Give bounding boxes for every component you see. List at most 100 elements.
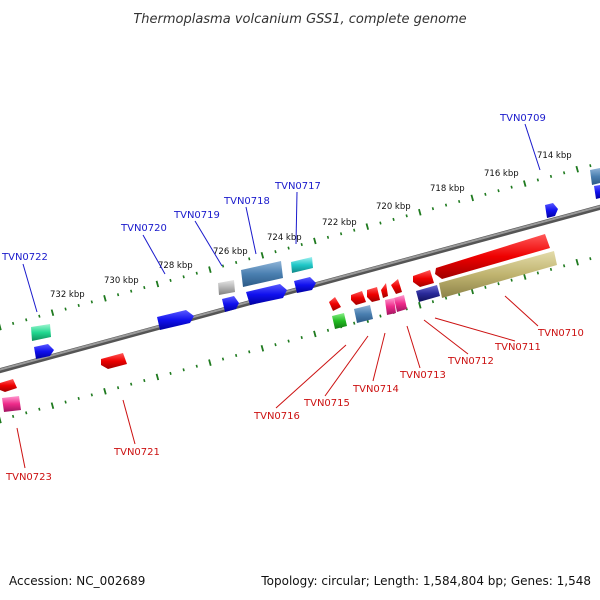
minor-tick: [484, 285, 487, 289]
major-tick: [418, 301, 422, 309]
minor-tick: [326, 235, 330, 239]
gene-label-tvn0715[interactable]: TVN0715: [303, 398, 350, 409]
major-tick: [208, 359, 212, 366]
minor-tick: [589, 164, 592, 168]
major-tick: [575, 258, 579, 266]
gene-label-tvn0717[interactable]: TVN0717: [274, 181, 321, 192]
gene-tvn0719[interactable]: [218, 280, 239, 312]
gene-label-tvn0713[interactable]: TVN0713: [399, 370, 446, 381]
scale-label: 722 kbp: [322, 218, 357, 228]
gene-tvn0717[interactable]: [291, 257, 316, 293]
gene-label-tvn0710[interactable]: TVN0710: [537, 328, 584, 339]
gene-tvn0718[interactable]: [241, 261, 287, 305]
gene-tvn0713[interactable]: [391, 279, 407, 312]
minor-tick: [353, 228, 356, 232]
gene-tvn0721[interactable]: [101, 353, 127, 369]
gene-label-tvn0712[interactable]: TVN0712: [447, 356, 494, 367]
major-tick: [418, 208, 422, 216]
minor-tick: [248, 350, 251, 354]
leader-line: [295, 191, 298, 245]
minor-tick: [339, 232, 343, 236]
minor-tick: [90, 393, 93, 397]
minor-tick: [169, 371, 172, 375]
gene-tvn0711[interactable]: [435, 234, 550, 279]
minor-tick: [326, 328, 330, 332]
minor-tick: [169, 278, 172, 282]
gene-label-tvn0709[interactable]: TVN0709: [499, 113, 546, 124]
minor-tick: [549, 267, 553, 271]
minor-tick: [353, 321, 356, 325]
minor-tick: [562, 264, 566, 268]
minor-tick: [234, 353, 238, 358]
label-leaders: [16, 123, 541, 469]
minor-tick: [444, 203, 448, 207]
gene-label-tvn0721[interactable]: TVN0721: [113, 447, 160, 458]
gene-label-tvn0714[interactable]: TVN0714: [352, 384, 399, 395]
minor-tick: [458, 199, 461, 204]
gene-label-tvn0720[interactable]: TVN0720: [120, 223, 167, 234]
top-gene-labels: TVN0709 TVN0717 TVN0718 TVN0719 TVN0720 …: [1, 113, 546, 263]
bottom-strand-genes: [0, 234, 557, 412]
leader-line: [245, 206, 257, 255]
minor-tick: [287, 339, 290, 343]
major-tick: [313, 330, 317, 338]
minor-tick: [510, 278, 513, 282]
gene-label-tvn0723[interactable]: TVN0723: [5, 472, 52, 483]
minor-tick: [274, 250, 277, 254]
major-tick: [523, 273, 527, 280]
gene-arrow[interactable]: [545, 203, 558, 218]
minor-tick: [116, 386, 120, 390]
major-tick: [313, 237, 317, 245]
minor-tick: [287, 246, 290, 250]
minor-tick: [458, 292, 461, 297]
gene-tvn0716[interactable]: [329, 291, 366, 329]
major-tick: [208, 266, 212, 273]
leader-line: [142, 234, 166, 275]
scale-labels: 714 kbp 716 kbp 718 kbp 720 kbp 722 kbp …: [50, 151, 572, 300]
minor-tick: [431, 207, 435, 211]
minor-tick: [11, 414, 15, 418]
minor-tick: [510, 185, 513, 189]
gene-label-tvn0719[interactable]: TVN0719: [173, 210, 220, 221]
major-tick: [0, 323, 2, 331]
minor-tick: [116, 293, 120, 297]
gene-tvn0710[interactable]: [439, 251, 557, 298]
gene-label-tvn0718[interactable]: TVN0718: [223, 196, 270, 207]
gene-label-tvn0716[interactable]: TVN0716: [253, 411, 300, 422]
gene-label-tvn0722[interactable]: TVN0722: [1, 252, 48, 263]
major-tick: [103, 387, 107, 395]
bottom-gene-labels: TVN0710 TVN0711 TVN0712 TVN0713 TVN0714 …: [5, 328, 584, 483]
minor-tick: [64, 307, 67, 311]
minor-tick: [11, 321, 15, 325]
minor-tick: [130, 289, 133, 293]
gene-tvn0709[interactable]: [590, 168, 600, 199]
gene-tvn0723[interactable]: [0, 379, 21, 412]
leader-line: [423, 319, 469, 355]
gene-tvn0714[interactable]: [381, 283, 396, 315]
minor-tick: [182, 275, 185, 279]
minor-tick: [77, 303, 80, 308]
scale-label: 718 kbp: [430, 184, 465, 194]
scale-label: 724 kbp: [267, 233, 302, 243]
minor-tick: [25, 411, 28, 415]
minor-tick: [562, 171, 566, 175]
minor-tick: [64, 400, 67, 404]
gene-label-tvn0711[interactable]: TVN0711: [494, 342, 541, 353]
minor-tick: [300, 335, 303, 340]
gene-tvn0712[interactable]: [413, 270, 440, 302]
minor-tick: [274, 343, 277, 347]
gene-tvn0720[interactable]: [157, 310, 194, 330]
minor-tick: [38, 407, 41, 411]
minor-tick: [25, 318, 28, 322]
gene-tvn0715[interactable]: [354, 287, 380, 323]
leader-line: [194, 220, 223, 267]
gene-tvn0722[interactable]: [31, 324, 54, 359]
leader-line: [324, 335, 369, 397]
major-tick: [260, 344, 265, 352]
scale-label: 720 kbp: [376, 202, 411, 212]
minor-tick: [497, 189, 500, 193]
major-tick: [575, 165, 579, 173]
major-tick: [155, 373, 160, 381]
tick-track-top: [0, 164, 592, 331]
